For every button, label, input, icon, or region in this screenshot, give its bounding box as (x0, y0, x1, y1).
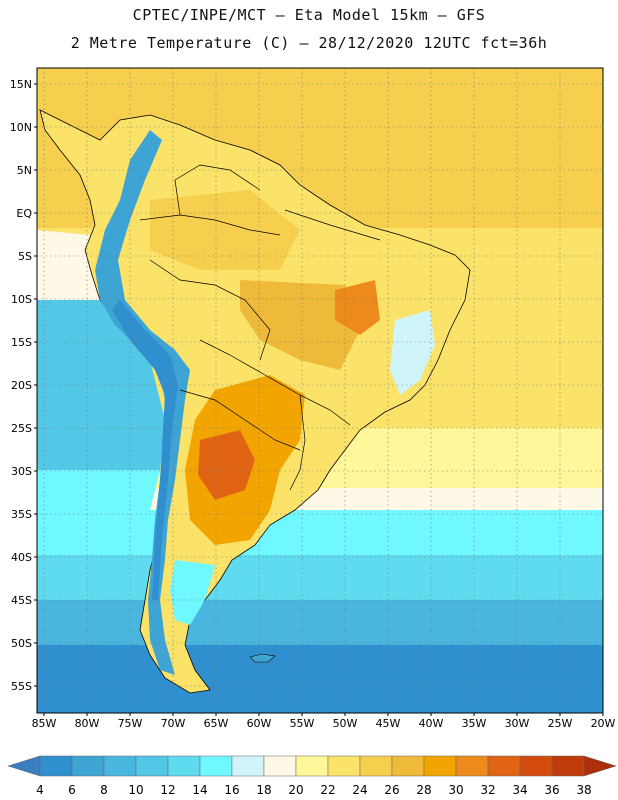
lon-label: 50W (333, 717, 358, 730)
colorbar-swatch (551, 755, 585, 777)
country-borders (139, 164, 381, 491)
lon-label: 60W (247, 717, 272, 730)
warm-zone-northeast (335, 280, 380, 335)
colorbar-label: 4 (36, 783, 44, 797)
colorbar-swatch (487, 755, 521, 777)
lat-label: 45S (11, 594, 32, 607)
lon-label: 20W (591, 717, 616, 730)
colorbar-swatch (199, 755, 233, 777)
lon-label: 40W (419, 717, 444, 730)
colorbar-label: 34 (512, 783, 527, 797)
colorbar-swatch (39, 755, 73, 777)
colorbar-label: 20 (288, 783, 303, 797)
falkland-islands (249, 653, 276, 663)
lon-label: 35W (462, 717, 487, 730)
colorbar-label: 22 (320, 783, 335, 797)
colorbar-label: 24 (352, 783, 367, 797)
lon-label: 55W (290, 717, 315, 730)
lat-label: 15S (11, 336, 32, 349)
colorbar-swatch (135, 755, 169, 777)
colorbar-label: 30 (448, 783, 463, 797)
pacific-cool-tongue (37, 300, 165, 480)
lon-label: 85W (32, 717, 57, 730)
andes-colder-core (112, 300, 178, 600)
lon-label: 80W (75, 717, 100, 730)
lon-label: 30W (505, 717, 530, 730)
colorbar-label: 14 (192, 783, 207, 797)
hot-zone-chaco (198, 430, 255, 500)
latitude-tick-labels: 15N 10N 5N EQ 5S 10S 15S 20S 25S 30S 35S 40S 45S 50S 5… (10, 78, 37, 693)
longitude-tick-labels: 85W 80W 75W 70W 65W 60W 55W 50W 45W 40W 35W 30W 25W 2… (32, 713, 616, 730)
andes-cold-ridge (95, 130, 190, 675)
lon-label: 25W (548, 717, 573, 730)
colorbar-swatch (359, 755, 393, 777)
map-border (36, 67, 604, 714)
lat-label: 55S (11, 680, 32, 693)
colorbar-swatch (103, 755, 137, 777)
colorbar-label: 6 (68, 783, 76, 797)
lat-label: 10N (10, 121, 32, 134)
lat-label: 20S (11, 379, 32, 392)
lat-label: 35S (11, 508, 32, 521)
colorbar-label: 8 (100, 783, 108, 797)
colorbar-swatch (71, 755, 105, 777)
lat-label: 30S (11, 465, 32, 478)
colorbar-arrow-high (583, 755, 617, 777)
patagonia-cool (170, 560, 215, 625)
lat-label: 25S (11, 422, 32, 435)
ocean-band-colder (37, 645, 603, 713)
colorbar-swatch (327, 755, 361, 777)
colorbar-swatch (167, 755, 201, 777)
lon-label: 45W (376, 717, 401, 730)
warm-zone-central (240, 280, 360, 370)
colorbar-label: 28 (416, 783, 431, 797)
lon-label: 75W (118, 717, 143, 730)
lat-label: 40S (11, 551, 32, 564)
colorbar-swatch (295, 755, 329, 777)
colorbar-label: 18 (256, 783, 271, 797)
colorbar-label: 38 (576, 783, 591, 797)
colorbar-label: 26 (384, 783, 399, 797)
colorbar-label: 36 (544, 783, 559, 797)
colorbar-swatch (391, 755, 425, 777)
colorbar-label: 10 (128, 783, 143, 797)
map-title: CPTEC/INPE/MCT – Eta Model 15km – GFS (132, 6, 486, 24)
colorbar-swatch (519, 755, 553, 777)
lat-label: 5N (17, 164, 32, 177)
lat-label: 5S (18, 250, 32, 263)
lat-label: 15N (10, 78, 32, 91)
temperature-colorbar: 4 6 8 10 12 14 16 18 20 22 24 26 28 30 32 34 36 38 (7, 755, 617, 797)
warm-zone-amazon (150, 190, 300, 270)
colorbar-label: 32 (480, 783, 495, 797)
colorbar-swatch (263, 755, 297, 777)
pacific-cool-south (37, 470, 160, 510)
lon-label: 65W (204, 717, 229, 730)
lat-label: EQ (16, 207, 32, 220)
ocean-band-cool (37, 510, 603, 555)
ocean-band-cold (37, 600, 603, 645)
colorbar-label: 16 (224, 783, 239, 797)
colorbar-arrow-low (7, 755, 41, 777)
ocean-band-cooler (37, 555, 603, 600)
map-frame-content (37, 68, 603, 713)
lat-label: 10S (11, 293, 32, 306)
colorbar-label: 12 (160, 783, 175, 797)
lat-label: 50S (11, 637, 32, 650)
map-subtitle: 2 Metre Temperature (C) – 28/12/2020 12U… (70, 34, 548, 52)
lon-label: 70W (161, 717, 186, 730)
colorbar-swatch (231, 755, 265, 777)
colorbar-swatch (423, 755, 457, 777)
colorbar-swatch (455, 755, 489, 777)
brazil-highlands-cool (390, 310, 435, 395)
